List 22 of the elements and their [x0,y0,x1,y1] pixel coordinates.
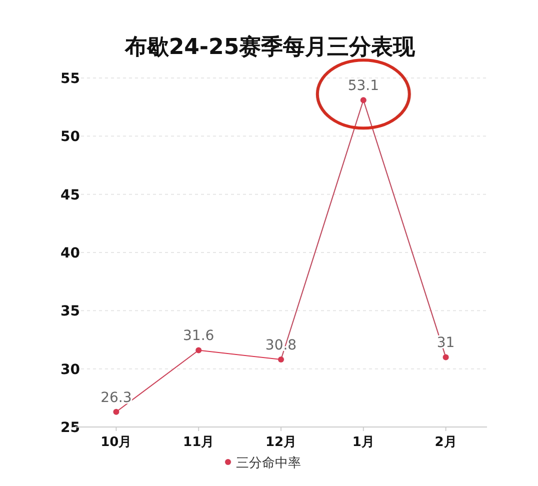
x-tick-label: 11月 [183,435,214,450]
point [278,356,284,363]
x-tick-label: 1月 [352,435,374,450]
y-tick-label: 35 [60,304,80,320]
y-tick-label: 30 [60,362,80,378]
data-label: 53.1 [348,78,379,94]
x-tick-label: 2月 [434,435,457,450]
data-label: 26.3 [100,390,132,406]
point [196,347,202,354]
y-tick-label: 55 [60,71,80,87]
data-label: 31.6 [183,328,214,344]
y-tick-label: 25 [60,420,80,436]
legend-label: 三分命中率 [236,455,301,471]
x-tick-label: 12月 [265,435,297,450]
point [442,354,449,360]
y-tick-label: 45 [60,187,80,204]
x-tick-label: 10月 [100,435,132,450]
y-tick-label: 50 [60,129,80,146]
point [113,408,120,415]
y-tick-label: 40 [60,246,80,262]
point [360,97,366,104]
chart-title: 布歇24-25赛季每月三分表现 [124,34,416,60]
